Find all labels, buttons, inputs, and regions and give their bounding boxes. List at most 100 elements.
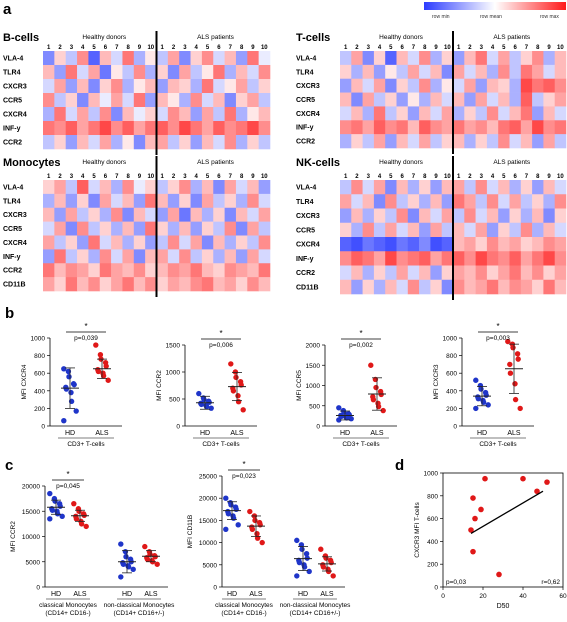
y-axis-label: MFI CCR5 bbox=[296, 370, 303, 401]
heatmap-cell bbox=[475, 78, 488, 93]
heatmap-cell bbox=[509, 134, 522, 149]
heatmap-cell bbox=[340, 180, 352, 195]
heatmap-cell bbox=[179, 207, 191, 222]
column-number: 7 bbox=[115, 174, 119, 180]
category-label: HD bbox=[340, 430, 350, 437]
data-point bbox=[306, 568, 312, 575]
heatmap-cell bbox=[340, 265, 352, 281]
heatmap-cell bbox=[430, 51, 442, 66]
heatmap-cell bbox=[54, 65, 66, 80]
heatmap-cell bbox=[385, 92, 397, 107]
y-tick-label: 10000 bbox=[199, 540, 217, 547]
heatmap-cell bbox=[224, 180, 237, 195]
heatmap-cell bbox=[554, 180, 567, 195]
heatmap-cell bbox=[351, 134, 363, 149]
row-label: CCR5 bbox=[3, 98, 22, 105]
heatmap-cell bbox=[532, 180, 544, 195]
data-point bbox=[544, 479, 550, 485]
heatmap-cell bbox=[543, 180, 555, 195]
heatmap-cell bbox=[509, 208, 522, 224]
heatmap-cell bbox=[362, 78, 375, 93]
heatmap-cell bbox=[88, 277, 101, 292]
x-tick-label: 60 bbox=[559, 593, 567, 600]
heatmap-cell bbox=[532, 51, 544, 66]
data-point bbox=[482, 475, 488, 482]
heatmap-cell bbox=[543, 208, 555, 224]
heatmap-cell bbox=[340, 92, 352, 107]
category-label: HD bbox=[51, 591, 61, 598]
heatmap-cell bbox=[190, 249, 203, 264]
heatmap-cell bbox=[201, 65, 214, 80]
heatmap-cell bbox=[430, 265, 442, 281]
heatmap-cell bbox=[385, 64, 397, 80]
heatmap-cell bbox=[464, 222, 476, 238]
heatmap-cell bbox=[133, 79, 146, 94]
healthy-donors-label: Healthy donors bbox=[82, 159, 126, 166]
heatmap-cell bbox=[190, 107, 203, 122]
data-point bbox=[63, 386, 70, 392]
heatmap-cell bbox=[133, 193, 146, 209]
data-point bbox=[298, 542, 305, 548]
heatmap-cell bbox=[520, 64, 533, 80]
heatmap-cell bbox=[532, 279, 544, 295]
heatmap-cell bbox=[179, 51, 191, 66]
heatmap-cell bbox=[362, 134, 375, 149]
heatmap-cell bbox=[145, 180, 157, 195]
heatmap-cell bbox=[464, 134, 476, 149]
heatmap-cell bbox=[554, 222, 567, 238]
data-point bbox=[517, 405, 523, 412]
heatmap-cell bbox=[498, 194, 510, 209]
heatmap-cell bbox=[235, 180, 248, 195]
heatmap-cell bbox=[532, 106, 544, 121]
heatmap-cell bbox=[486, 78, 499, 93]
y-axis-label: CXCR3 MFI T-cells bbox=[414, 502, 421, 558]
heatmap-cell bbox=[258, 180, 271, 195]
x-tick-label: 20 bbox=[479, 593, 487, 600]
row-label: INF-y bbox=[296, 256, 314, 263]
heatmap-cell bbox=[373, 279, 386, 295]
data-point bbox=[496, 571, 502, 578]
heatmap-cell bbox=[258, 93, 271, 108]
heatmap-cell bbox=[167, 65, 180, 80]
heatmap-cell bbox=[486, 64, 499, 80]
heatmap-cell bbox=[133, 221, 146, 236]
category-label: ALS bbox=[320, 591, 334, 598]
heatmap-cell bbox=[54, 277, 66, 292]
heatmap-cell bbox=[464, 208, 476, 224]
heatmap-cell bbox=[453, 208, 465, 224]
heatmap-cell bbox=[554, 208, 567, 224]
column-number: 7 bbox=[412, 45, 416, 51]
heatmap-cell bbox=[475, 120, 488, 135]
heatmap-cell bbox=[213, 79, 225, 94]
category-label: ALS bbox=[73, 591, 87, 598]
heatmap-cell bbox=[385, 106, 397, 121]
column-number: 5 bbox=[206, 174, 210, 180]
heatmap-cell bbox=[486, 120, 499, 135]
heatmap-cell bbox=[258, 51, 271, 66]
heatmap-cell bbox=[179, 121, 191, 136]
heatmap-cell bbox=[145, 135, 157, 150]
heatmap-cell bbox=[351, 237, 363, 252]
heatmap-cell bbox=[340, 106, 352, 121]
data-point bbox=[57, 503, 63, 509]
data-point bbox=[154, 561, 160, 567]
heatmap-cell bbox=[235, 249, 248, 264]
heatmap-cell bbox=[88, 180, 101, 195]
heatmap-cell bbox=[441, 120, 454, 135]
heatmap-cell bbox=[441, 78, 454, 93]
heatmap-cell bbox=[133, 277, 146, 292]
column-number: 8 bbox=[240, 174, 244, 180]
heatmap-cell bbox=[453, 265, 465, 281]
column-number: 7 bbox=[229, 45, 233, 51]
heatmap-cell bbox=[532, 120, 544, 135]
heatmap-cell bbox=[407, 279, 420, 295]
als-patients-label: ALS patients bbox=[197, 34, 235, 41]
heatmap-cell bbox=[54, 207, 66, 222]
data-point bbox=[296, 559, 303, 566]
p-value: p=0,023 bbox=[232, 473, 256, 480]
heatmap-cell bbox=[99, 121, 112, 136]
heatmap-cell bbox=[235, 221, 248, 236]
heatmap-cell bbox=[77, 207, 89, 222]
data-point bbox=[373, 384, 379, 391]
heatmap-cell bbox=[122, 121, 135, 136]
